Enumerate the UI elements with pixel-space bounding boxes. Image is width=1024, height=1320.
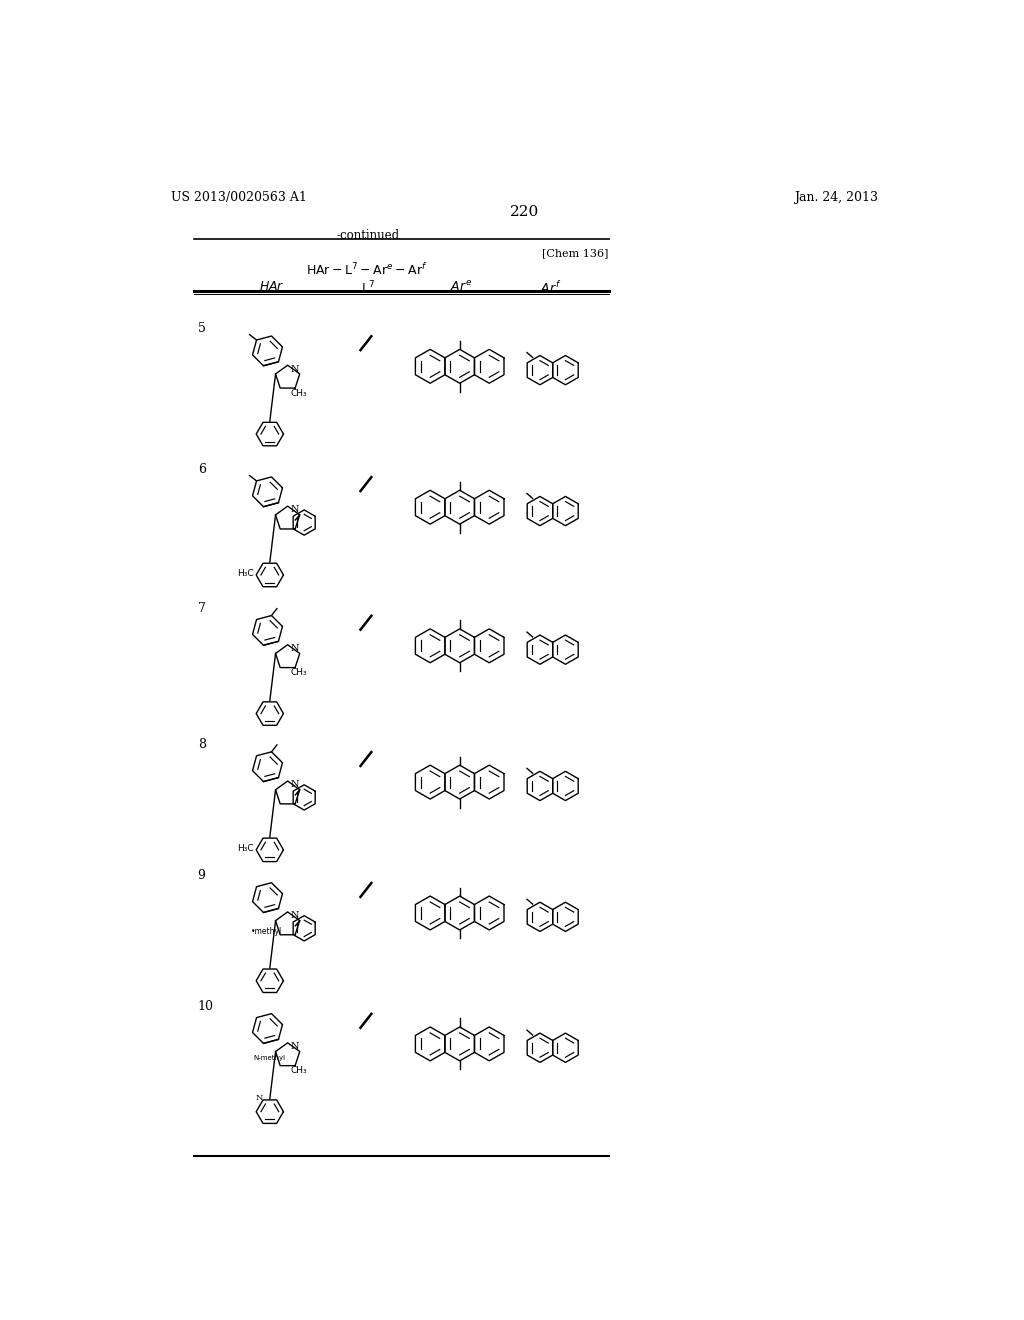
Text: N-methyl: N-methyl	[253, 1056, 286, 1061]
Text: •methyl: •methyl	[251, 927, 282, 936]
Text: $\mathit{Ar}^{e}$: $\mathit{Ar}^{e}$	[451, 280, 472, 294]
Text: N: N	[291, 506, 299, 515]
Text: N: N	[291, 780, 299, 789]
Text: 10: 10	[198, 1001, 214, 1012]
Text: 220: 220	[510, 205, 540, 219]
Text: -continued: -continued	[337, 230, 399, 243]
Text: N: N	[291, 1041, 299, 1051]
Text: N: N	[291, 911, 299, 920]
Text: $\mathit{Ar}^{f}$: $\mathit{Ar}^{f}$	[540, 280, 561, 296]
Text: CH₃: CH₃	[290, 388, 307, 397]
Text: 9: 9	[198, 869, 206, 882]
Text: N: N	[255, 1094, 262, 1102]
Text: 8: 8	[198, 738, 206, 751]
Text: $\mathrm{HAr}-\mathrm{L}^{7}-\mathrm{Ar}^{e}-\mathrm{Ar}^{f}$: $\mathrm{HAr}-\mathrm{L}^{7}-\mathrm{Ar}…	[306, 263, 428, 279]
Text: $\mathit{HAr}$: $\mathit{HAr}$	[258, 280, 285, 293]
Text: H₃C: H₃C	[238, 843, 254, 853]
Text: 6: 6	[198, 463, 206, 477]
Text: 7: 7	[198, 602, 206, 615]
Text: N: N	[291, 644, 299, 653]
Text: US 2013/0020563 A1: US 2013/0020563 A1	[171, 191, 306, 203]
Text: Jan. 24, 2013: Jan. 24, 2013	[795, 191, 879, 203]
Text: [Chem 136]: [Chem 136]	[542, 248, 608, 259]
Text: 5: 5	[198, 322, 206, 335]
Text: CH₃: CH₃	[290, 1067, 307, 1076]
Text: $\mathrm{L}^{7}$: $\mathrm{L}^{7}$	[361, 280, 375, 297]
Text: H₃C: H₃C	[238, 569, 254, 578]
Text: N: N	[291, 364, 299, 374]
Text: CH₃: CH₃	[290, 668, 307, 677]
